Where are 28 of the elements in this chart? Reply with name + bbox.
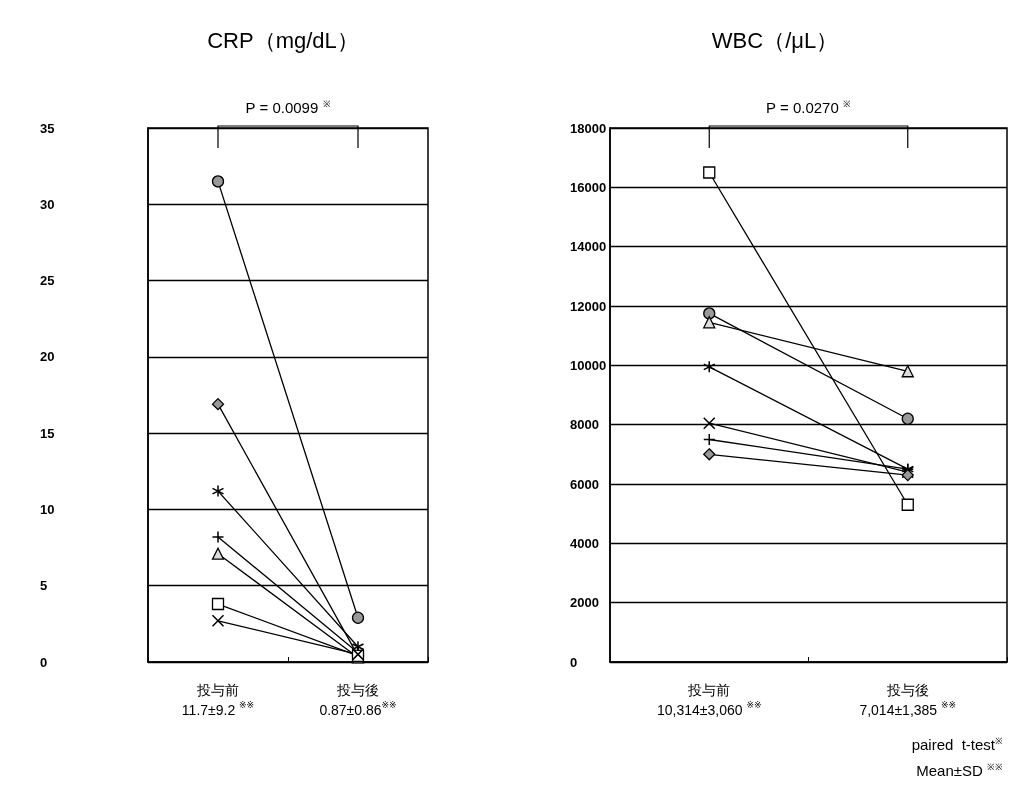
y-tick-label: 12000 bbox=[570, 298, 607, 314]
text: P = 0.0270 ※ bbox=[766, 98, 852, 116]
y-tick-label: 14000 bbox=[570, 239, 607, 255]
x-tick-label: 投与前 11.7±9.2 ※※ bbox=[181, 682, 255, 718]
y-tick-label: 0 bbox=[570, 654, 578, 670]
y-tick-label: 20 bbox=[40, 349, 55, 365]
text: Mean±SD ※※ bbox=[916, 761, 1003, 779]
y-tick-label: 25 bbox=[40, 273, 55, 289]
y-tick-label: 2000 bbox=[570, 595, 599, 611]
y-tick-label: 15 bbox=[40, 425, 55, 441]
y-tick-label: 4000 bbox=[570, 535, 599, 551]
text: P = 0.0099 ※ bbox=[245, 98, 331, 116]
x-tick-label: 投与後 0.87±0.86※※ bbox=[319, 682, 397, 718]
x-tick-label: 投与後 7,014±1,385 ※※ bbox=[859, 682, 957, 718]
x-tick-label: 投与前 10,314±3,060 ※※ bbox=[656, 682, 762, 718]
y-tick-label: 6000 bbox=[570, 476, 599, 492]
y-tick-label: 10000 bbox=[570, 357, 607, 373]
chart-title: CRP（mg/dL） bbox=[207, 27, 359, 53]
y-tick-label: 35 bbox=[40, 120, 55, 136]
chart-title: WBC（/μL） bbox=[711, 27, 839, 53]
y-tick-label: 16000 bbox=[570, 179, 607, 195]
y-tick-label: 0 bbox=[40, 654, 48, 670]
y-tick-label: 5 bbox=[40, 578, 48, 594]
y-tick-label: 18000 bbox=[570, 120, 607, 136]
text: paired t-test※ bbox=[911, 735, 1003, 753]
y-tick-label: 30 bbox=[40, 196, 55, 212]
y-tick-label: 8000 bbox=[570, 417, 599, 433]
y-tick-label: 10 bbox=[40, 501, 55, 517]
